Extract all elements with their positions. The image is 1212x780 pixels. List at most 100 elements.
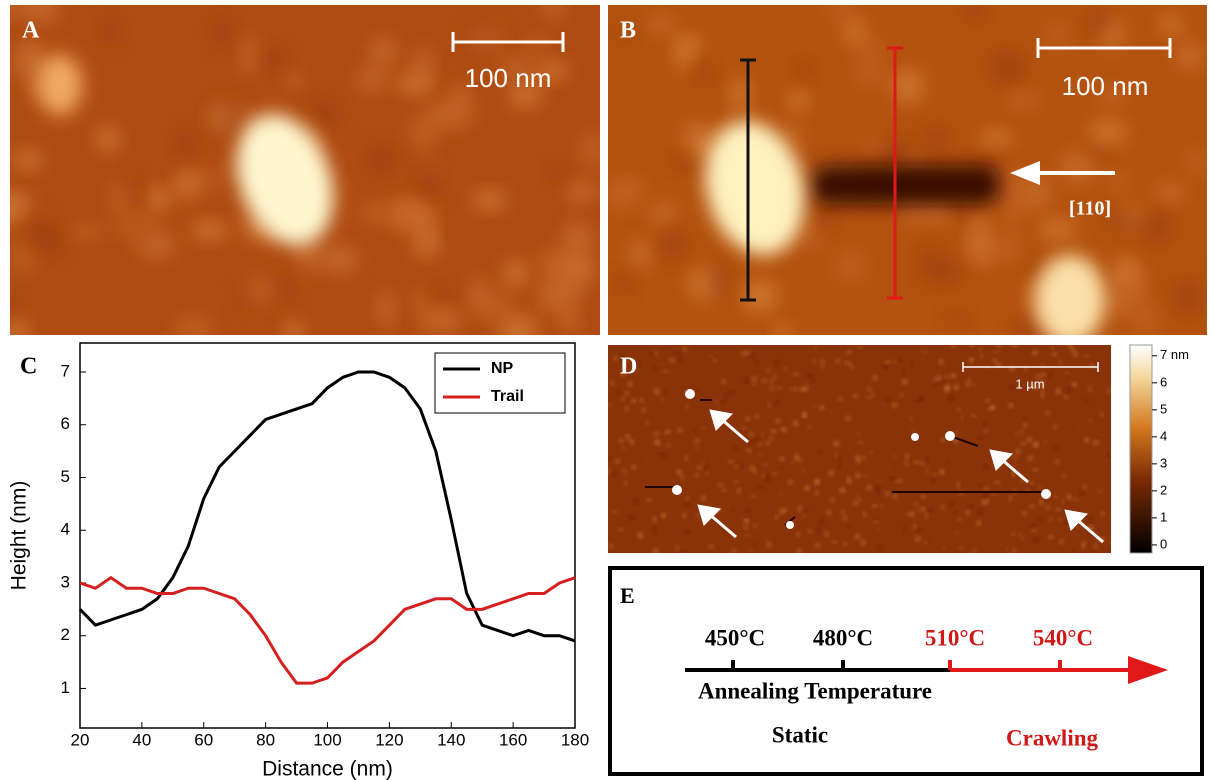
grain <box>763 462 767 466</box>
grain <box>476 290 515 324</box>
grain <box>1088 517 1093 522</box>
grain <box>615 271 635 294</box>
grain <box>913 502 919 506</box>
grain <box>798 458 802 462</box>
grain <box>858 441 863 444</box>
grain <box>1175 40 1204 72</box>
grain <box>1101 511 1104 517</box>
grain <box>682 347 687 351</box>
grain <box>685 404 689 409</box>
grain <box>800 388 806 392</box>
grain <box>628 237 654 271</box>
arrow-head <box>697 504 722 526</box>
scale-bar <box>962 362 1099 372</box>
grain <box>782 427 787 433</box>
grain <box>640 398 644 402</box>
grain <box>1015 449 1021 454</box>
grain <box>654 431 659 436</box>
grain <box>953 439 956 442</box>
grain <box>878 479 882 483</box>
grain <box>886 398 890 402</box>
grain <box>955 430 958 434</box>
grain <box>956 482 960 488</box>
grain <box>409 237 440 257</box>
grain <box>431 283 449 306</box>
grain <box>902 379 908 384</box>
grain <box>942 547 946 550</box>
grain <box>734 446 737 451</box>
grain <box>1071 383 1077 387</box>
y-tick-label: 5 <box>61 467 70 486</box>
grain <box>817 528 821 533</box>
grain <box>741 352 747 356</box>
grain <box>621 467 625 471</box>
grain <box>802 508 807 513</box>
grain <box>1063 394 1068 397</box>
grain <box>755 415 759 419</box>
grain <box>636 362 640 367</box>
grain <box>96 126 120 152</box>
grain <box>702 461 705 465</box>
grain <box>741 279 779 313</box>
grain <box>812 379 815 383</box>
grain <box>771 429 776 433</box>
grain <box>1096 438 1100 444</box>
y-tick-label: 1 <box>61 678 70 697</box>
grain <box>12 150 43 170</box>
grain <box>956 518 961 521</box>
scale-bar <box>451 32 565 52</box>
grain <box>741 427 747 430</box>
grain <box>616 389 620 395</box>
grain <box>980 354 983 358</box>
grain <box>608 404 611 407</box>
grain <box>1026 437 1032 442</box>
grain <box>1045 21 1069 47</box>
grain <box>666 443 671 447</box>
grain <box>646 460 649 464</box>
grain <box>755 438 761 442</box>
grain <box>12 44 47 80</box>
grain <box>695 61 715 86</box>
grain <box>924 541 927 545</box>
grain <box>931 478 936 482</box>
grain <box>960 416 964 421</box>
afm-image-b <box>608 5 1207 335</box>
grain <box>523 36 552 53</box>
grain <box>795 453 799 459</box>
grain <box>920 461 924 465</box>
grain <box>851 366 855 369</box>
temperature: 510°C <box>925 625 985 650</box>
grain <box>10 317 28 335</box>
grain <box>737 488 741 494</box>
grain <box>670 360 675 365</box>
grain <box>965 381 971 387</box>
grain <box>779 492 783 495</box>
grain <box>241 35 259 76</box>
grain <box>296 237 322 272</box>
grain <box>173 314 214 335</box>
timeline-crawling <box>948 660 1140 672</box>
grain <box>911 362 914 366</box>
grain <box>685 501 690 507</box>
grain <box>616 23 636 41</box>
grain <box>1041 373 1046 377</box>
grain <box>498 315 538 335</box>
grain <box>319 245 359 274</box>
grain <box>835 359 840 363</box>
grain <box>661 513 666 517</box>
grain <box>118 214 141 242</box>
grain <box>1049 518 1053 522</box>
grain <box>998 348 1001 352</box>
grain <box>802 411 806 417</box>
grain <box>983 429 989 433</box>
grain <box>1021 442 1026 446</box>
arrow-head <box>1064 509 1089 531</box>
grain <box>678 357 682 362</box>
grain <box>969 358 975 362</box>
grain <box>957 407 961 412</box>
grain <box>1024 365 1027 371</box>
grain <box>903 526 906 531</box>
grain <box>1062 474 1067 479</box>
y-axis-title: Height (nm) <box>8 481 31 591</box>
grain <box>685 496 689 501</box>
